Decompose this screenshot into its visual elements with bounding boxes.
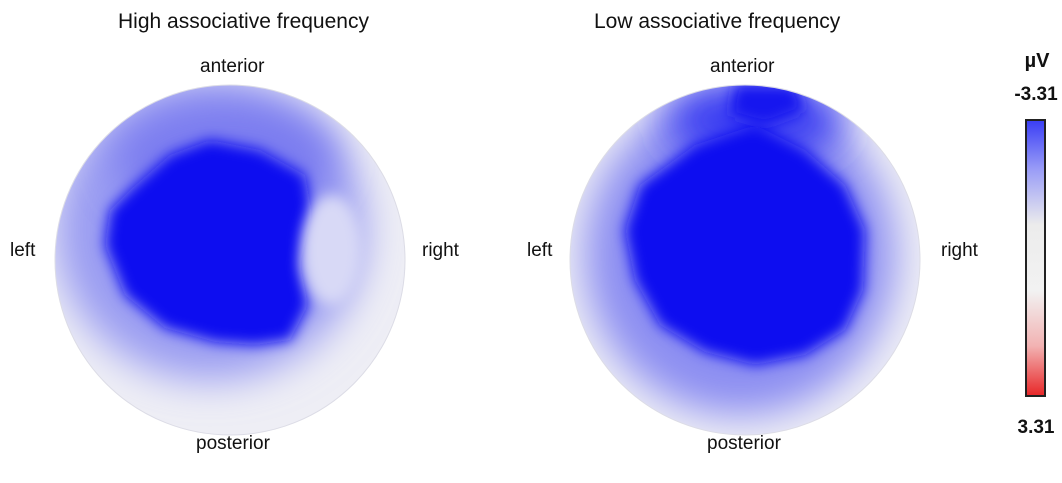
label-right-high: right <box>422 240 459 261</box>
label-anterior-low: anterior <box>710 56 775 77</box>
negative-region-low <box>625 125 865 365</box>
label-left-high: left <box>10 240 36 261</box>
colorbar <box>1025 119 1046 397</box>
colorbar-unit: µV <box>1024 50 1050 72</box>
panel-title-high: High associative frequency <box>118 10 369 33</box>
topomap-low <box>569 84 921 436</box>
label-right-low: right <box>941 240 978 261</box>
colorbar-max-label: 3.31 <box>1017 417 1055 438</box>
label-left-low: left <box>527 240 553 261</box>
label-posterior-high: posterior <box>196 433 270 454</box>
negative-region-high <box>105 140 312 345</box>
label-posterior-low: posterior <box>707 433 781 454</box>
topomap-high <box>54 84 406 436</box>
label-anterior-high: anterior <box>200 56 265 77</box>
panel-title-low: Low associative frequency <box>594 10 841 33</box>
colorbar-min-label: -3.31 <box>1014 84 1058 105</box>
